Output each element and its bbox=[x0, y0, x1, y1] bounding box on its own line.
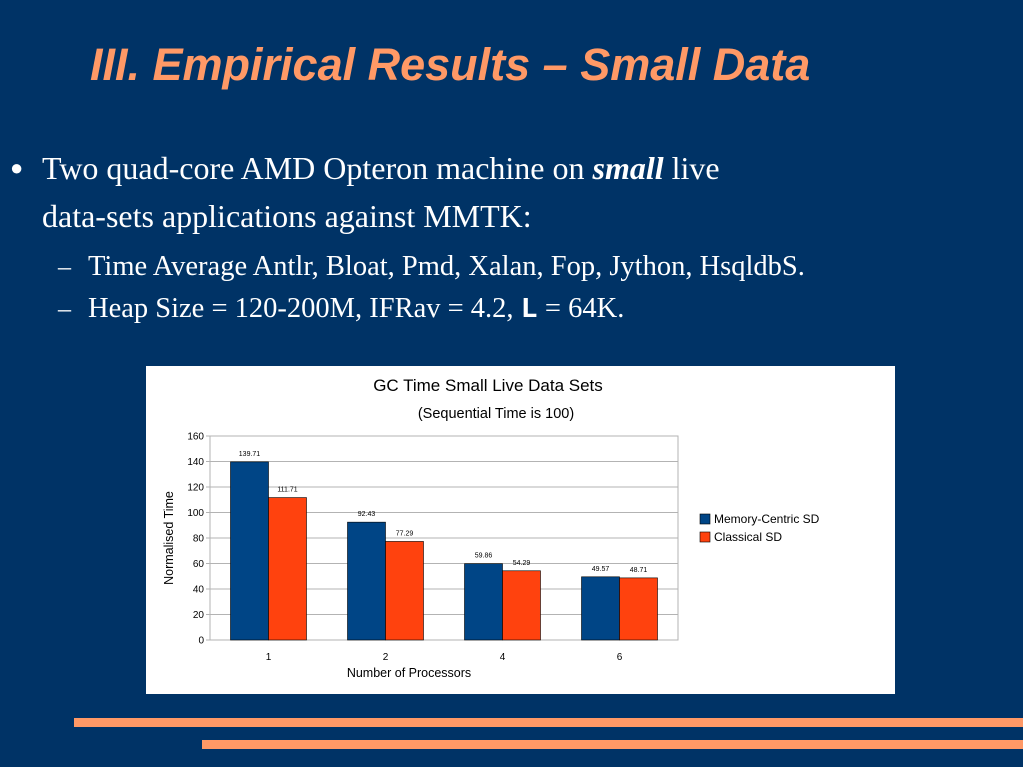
sub-bullet-heap-size: Heap Size = 120-200M, IFRav = 4.2, L = 6… bbox=[88, 290, 624, 329]
data-label: 49.57 bbox=[592, 566, 610, 573]
x-tick-label: 2 bbox=[383, 652, 389, 663]
bar-memory-centric-sd-4 bbox=[464, 563, 503, 641]
y-tick-label: 120 bbox=[187, 483, 204, 494]
chart-panel: GC Time Small Live Data Sets (Sequential … bbox=[146, 366, 895, 694]
x-axis-label: Number of Processors bbox=[347, 666, 471, 680]
sub-bullet-time-average: Time Average Antlr, Bloat, Pmd, Xalan, F… bbox=[88, 251, 805, 282]
chart-title: GC Time Small Live Data Sets bbox=[373, 376, 603, 395]
y-tick-label: 0 bbox=[198, 636, 204, 647]
y-tick-label: 80 bbox=[193, 534, 205, 545]
bar-memory-centric-sd-1 bbox=[230, 461, 269, 641]
bullet-main-prefix: Two quad-core AMD Opteron machine on bbox=[42, 150, 593, 186]
data-label: 139.71 bbox=[239, 451, 261, 458]
data-label: 54.29 bbox=[513, 560, 531, 567]
x-tick-label: 4 bbox=[500, 652, 506, 663]
x-tick-label: 1 bbox=[266, 652, 272, 663]
data-label: 111.71 bbox=[277, 487, 297, 494]
legend-swatch bbox=[699, 531, 711, 543]
bullet-main-line2: data-sets applications against MMTK: bbox=[42, 198, 532, 234]
data-label: 48.71 bbox=[630, 567, 648, 574]
bar-classical-sd-6 bbox=[619, 577, 658, 641]
bullet-dot-icon: ● bbox=[10, 155, 24, 180]
chart-subtitle: (Sequential Time is 100) bbox=[418, 406, 574, 422]
heap-size-prefix: Heap Size = 120-200M, IFRav = 4.2, bbox=[88, 293, 521, 324]
decor-stripe-top bbox=[74, 718, 1023, 727]
bullet-main-suffix: live bbox=[663, 150, 720, 186]
bullet-main: Two quad-core AMD Opteron machine on sma… bbox=[42, 144, 942, 240]
y-tick-label: 100 bbox=[187, 508, 204, 519]
bar-memory-centric-sd-2 bbox=[347, 521, 386, 641]
sub-dash-icon: – bbox=[58, 294, 71, 323]
legend-entry: Classical SD bbox=[714, 530, 782, 544]
bar-memory-centric-sd-6 bbox=[581, 576, 620, 641]
bar-chart: GC Time Small Live Data Sets (Sequential … bbox=[162, 376, 820, 680]
y-tick-label: 20 bbox=[193, 610, 205, 621]
data-label: 77.29 bbox=[396, 530, 414, 537]
heap-size-suffix: = 64K. bbox=[537, 293, 625, 324]
decor-stripe-bottom bbox=[202, 740, 1023, 749]
slide-title: III. Empirical Results – Small Data bbox=[90, 39, 811, 90]
x-tick-label: 6 bbox=[617, 652, 623, 663]
y-tick-label: 60 bbox=[193, 559, 205, 570]
data-label: 92.43 bbox=[358, 511, 376, 518]
bar-classical-sd-2 bbox=[385, 541, 424, 641]
sub-dash-icon: – bbox=[58, 252, 71, 281]
legend-swatch bbox=[699, 513, 711, 525]
bullet-main-emphasis: small bbox=[592, 150, 664, 186]
heap-size-l-symbol: L bbox=[520, 293, 538, 326]
bar-classical-sd-1 bbox=[268, 497, 307, 641]
y-tick-label: 40 bbox=[193, 585, 205, 596]
y-tick-label: 160 bbox=[187, 432, 204, 443]
y-axis-label: Normalised Time bbox=[162, 491, 176, 585]
plot-area bbox=[209, 435, 679, 641]
data-label: 59.86 bbox=[475, 553, 493, 560]
y-tick-label: 140 bbox=[187, 457, 204, 468]
legend-entry: Memory-Centric SD bbox=[714, 512, 820, 526]
bar-classical-sd-4 bbox=[502, 570, 541, 641]
